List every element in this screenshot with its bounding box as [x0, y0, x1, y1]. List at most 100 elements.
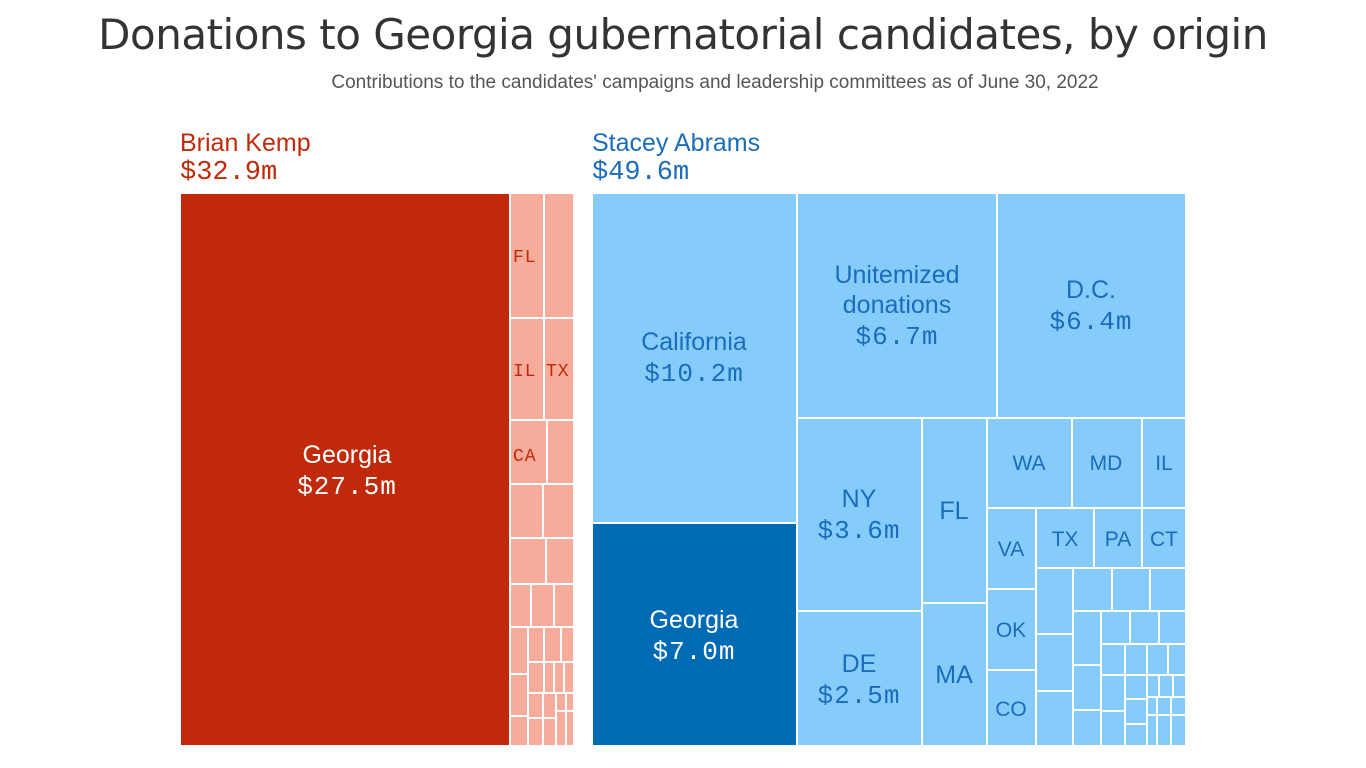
abrams-label-de: DE	[842, 650, 877, 678]
kemp-total-amount: $32.9m	[180, 158, 278, 188]
kemp-tile-small-state	[509, 626, 529, 675]
kemp-tile-small-state	[509, 583, 532, 628]
abrams-label-va: VA	[998, 538, 1024, 561]
abrams-label-dc: D.C.	[1066, 276, 1116, 304]
abrams-value-georgia: $7.0m	[652, 637, 735, 667]
kemp-tile-small-state	[553, 661, 565, 694]
kemp-tile-small-state	[542, 717, 557, 747]
abrams-tile-ct	[1141, 507, 1187, 569]
abrams-value-unitemized: $6.7m	[855, 322, 938, 352]
kemp-tile-small-state	[509, 483, 544, 539]
abrams-tile-small-state	[1100, 610, 1131, 645]
abrams-label-il: IL	[1155, 452, 1173, 475]
abrams-value-california: $10.2m	[644, 359, 744, 389]
abrams-label-fl: FL	[939, 497, 968, 525]
abrams-value-de: $2.5m	[817, 681, 900, 711]
abrams-tile-small-state	[1146, 714, 1158, 747]
abrams-tile-small-state	[1124, 723, 1148, 747]
kemp-tile-small-state	[509, 715, 529, 747]
abrams-label-pa: PA	[1105, 528, 1131, 551]
kemp-tile-small-state	[542, 483, 575, 539]
abrams-tile-small-state	[1124, 698, 1148, 725]
kemp-label-georgia: Georgia	[303, 441, 392, 469]
abrams-tile-small-state	[1100, 643, 1126, 676]
abrams-tile-small-state	[1146, 696, 1158, 716]
abrams-label-tx: TX	[1052, 528, 1079, 551]
abrams-tile-co	[986, 669, 1037, 747]
abrams-tile-small-state	[1124, 643, 1148, 676]
kemp-value-georgia: $27.5m	[297, 472, 397, 502]
kemp-label-ca: CA	[513, 447, 537, 467]
kemp-tile-small-state	[555, 710, 567, 747]
kemp-tile-small-state	[546, 419, 575, 485]
kemp-tile-small-state	[543, 192, 575, 319]
abrams-tile-california	[591, 192, 798, 524]
abrams-tile-small-state	[1100, 674, 1126, 712]
abrams-tile-va	[986, 507, 1037, 590]
abrams-tile-small-state	[1146, 643, 1169, 676]
abrams-tile-wa	[986, 417, 1073, 509]
abrams-tile-small-state	[1035, 633, 1074, 692]
abrams-tile-small-state	[1158, 674, 1174, 698]
abrams-label-md: MD	[1090, 452, 1123, 475]
kemp-tile-small-state	[527, 661, 545, 694]
abrams-label-california: California	[641, 328, 747, 356]
chart-subtitle: Contributions to the candidates' campaig…	[331, 72, 1099, 93]
abrams-tile-small-state	[1172, 674, 1187, 698]
abrams-label-unitemized-line1: Unitemized	[834, 261, 959, 289]
abrams-tile-small-state	[1149, 567, 1187, 612]
kemp-label-il: IL	[513, 362, 537, 382]
abrams-label-ct: CT	[1150, 528, 1178, 551]
abrams-label-co: CO	[995, 698, 1027, 721]
abrams-tile-ny	[796, 417, 923, 612]
kemp-label-fl: FL	[513, 248, 537, 268]
kemp-tile-small-state	[527, 717, 544, 747]
kemp-tile-georgia	[179, 192, 511, 747]
abrams-tile-small-state	[1035, 690, 1074, 747]
kemp-label-tx: TX	[546, 362, 570, 382]
abrams-tile-small-state	[1156, 714, 1172, 747]
kemp-tile-small-state	[560, 626, 575, 663]
abrams-tile-small-state	[1072, 610, 1102, 666]
abrams-tile-small-state	[1072, 709, 1102, 747]
abrams-label-ma: MA	[935, 661, 973, 689]
abrams-tile-georgia	[591, 522, 798, 747]
abrams-label-georgia: Georgia	[650, 606, 739, 634]
chart-title: Donations to Georgia gubernatorial candi…	[98, 10, 1268, 59]
kemp-tile-small-state	[543, 626, 562, 663]
abrams-tile-small-state	[1100, 710, 1126, 747]
kemp-tile-small-state	[527, 692, 544, 719]
abrams-tile-dc	[996, 192, 1187, 419]
kemp-tile-small-state	[509, 537, 547, 585]
abrams-tile-small-state	[1035, 567, 1074, 635]
abrams-tile-small-state	[1072, 664, 1102, 711]
abrams-tile-small-state	[1170, 714, 1187, 747]
abrams-tile-de	[796, 610, 923, 747]
kemp-candidate-name: Brian Kemp	[180, 129, 311, 157]
abrams-tile-small-state	[1156, 696, 1172, 716]
kemp-tile-small-state	[527, 626, 545, 663]
abrams-label-ok: OK	[996, 619, 1026, 642]
abrams-candidate-name: Stacey Abrams	[592, 129, 761, 157]
abrams-tile-small-state	[1111, 567, 1151, 612]
abrams-value-ny: $3.6m	[817, 516, 900, 546]
abrams-tile-tx	[1035, 507, 1095, 569]
kemp-tile-small-state	[509, 419, 548, 485]
abrams-tile-small-state	[1072, 567, 1113, 612]
kemp-tile-small-state	[563, 661, 575, 694]
kemp-tile-small-state	[509, 673, 529, 717]
kemp-tile-small-state	[542, 692, 557, 719]
abrams-tile-small-state	[1146, 674, 1160, 698]
abrams-tile-small-state	[1129, 610, 1160, 645]
abrams-total-amount: $49.6m	[592, 158, 690, 188]
abrams-tile-small-state	[1158, 610, 1187, 645]
kemp-tile-small-state	[543, 661, 555, 694]
abrams-label-unitemized-line2: donations	[843, 291, 951, 319]
abrams-tile-small-state	[1170, 696, 1187, 716]
abrams-tile-small-state	[1167, 643, 1187, 676]
abrams-tile-small-state	[1124, 674, 1148, 700]
kemp-tile-small-state	[530, 583, 555, 628]
kemp-tile-small-state	[565, 710, 575, 747]
abrams-tile-unitemized	[796, 192, 998, 419]
